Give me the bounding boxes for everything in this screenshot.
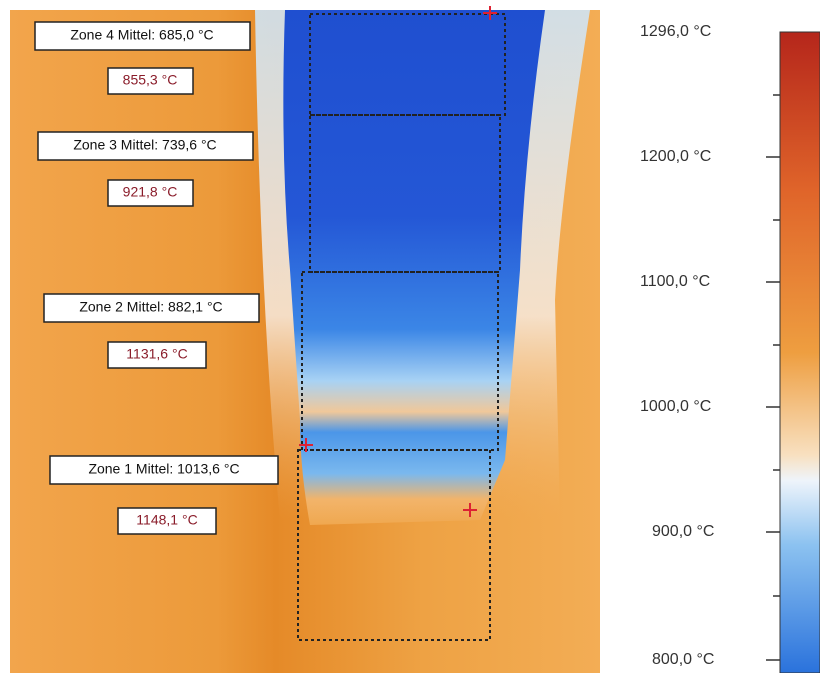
zone-label: Zone 2 Mittel: 882,1 °C	[79, 299, 222, 315]
zone-label: Zone 3 Mittel: 739,6 °C	[73, 137, 216, 153]
scale-label: 1296,0 °C	[640, 23, 711, 40]
screen: Zone 4 Mittel: 685,0 °C 855,3 °C Zone 3 …	[0, 0, 820, 673]
scale-label: 1000,0 °C	[640, 398, 711, 415]
scale-label: 1200,0 °C	[640, 148, 711, 165]
zone-label: Zone 4 Mittel: 685,0 °C	[70, 27, 213, 43]
scale-label: 900,0 °C	[652, 523, 714, 540]
color-scale	[766, 32, 820, 673]
scale-label: 800,0 °C	[652, 651, 714, 668]
zone-max: 1131,6 °C	[126, 346, 187, 362]
zone-label: Zone 1 Mittel: 1013,6 °C	[88, 461, 239, 477]
zone-max: 1148,1 °C	[136, 512, 197, 528]
zone-max: 921,8 °C	[123, 184, 178, 200]
zone-max: 855,3 °C	[123, 72, 178, 88]
thermal-image	[10, 6, 600, 673]
scale-label: 1100,0 °C	[640, 273, 710, 290]
